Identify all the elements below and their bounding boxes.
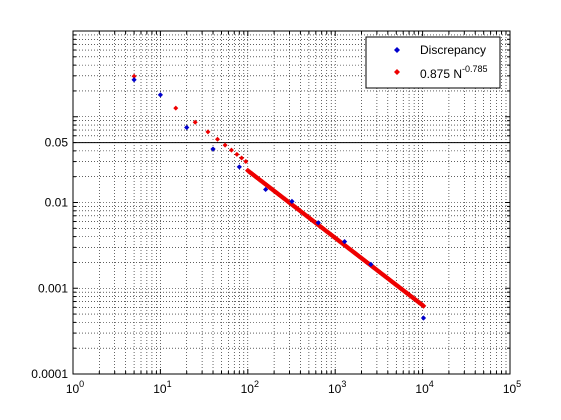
y-axis-ticks: 0.0001 0.001 0.01 0.05: [31, 34, 510, 381]
fit-point: [192, 119, 198, 125]
discrepancy-series-markers: [131, 77, 427, 321]
x-tick-label: 104: [415, 379, 433, 396]
y-tick-label: 0.05: [45, 136, 69, 150]
y-tick-label: 0.0001: [31, 367, 68, 381]
discrepancy-point: [184, 124, 190, 131]
fit-point: [228, 147, 234, 153]
legend-box: [365, 36, 501, 89]
legend-label-discrepancy: Discrepancy: [420, 43, 486, 57]
x-tick-label: 100: [66, 379, 84, 396]
y-tick-label: 0.001: [38, 281, 68, 295]
discrepancy-point: [210, 146, 216, 152]
legend-marker-discrepancy: [394, 47, 400, 53]
legend-label-fit-base: 0.875 N: [420, 67, 462, 81]
y-tick-label: 0.01: [45, 196, 69, 210]
discrepancy-point: [420, 315, 427, 321]
fit-point: [214, 136, 220, 142]
fit-point: [205, 129, 211, 135]
legend: Discrepancy 0.875 N-0.785: [365, 36, 501, 89]
fit-point: [234, 151, 240, 157]
discrepancy-point: [315, 220, 321, 226]
fit-point: [173, 105, 179, 111]
legend-label-fit-exponent: -0.785: [462, 64, 488, 74]
legend-marker-fit: [394, 69, 400, 75]
discrepancy-point: [157, 92, 163, 98]
legend-label-fit: 0.875 N-0.785: [420, 64, 488, 81]
x-tick-label: 101: [153, 379, 171, 396]
fit-point: [420, 303, 427, 309]
discrepancy-point: [236, 164, 242, 170]
x-axis-ticks: 100 101 102 103 104 105: [66, 31, 521, 396]
x-tick-label: 103: [328, 379, 346, 396]
fit-point: [243, 158, 249, 164]
discrepancy-point: [131, 77, 137, 83]
discrepancy-point: [368, 261, 374, 267]
fit-point: [239, 155, 245, 161]
discrepancy-point: [263, 186, 269, 193]
x-tick-label: 105: [503, 379, 521, 396]
fit-point: [131, 73, 137, 79]
discrepancy-point: [341, 238, 348, 245]
x-tick-label: 102: [241, 379, 259, 396]
discrepancy-point: [289, 198, 295, 204]
fit-point: [222, 142, 228, 148]
fit-series-markers: [131, 73, 427, 309]
